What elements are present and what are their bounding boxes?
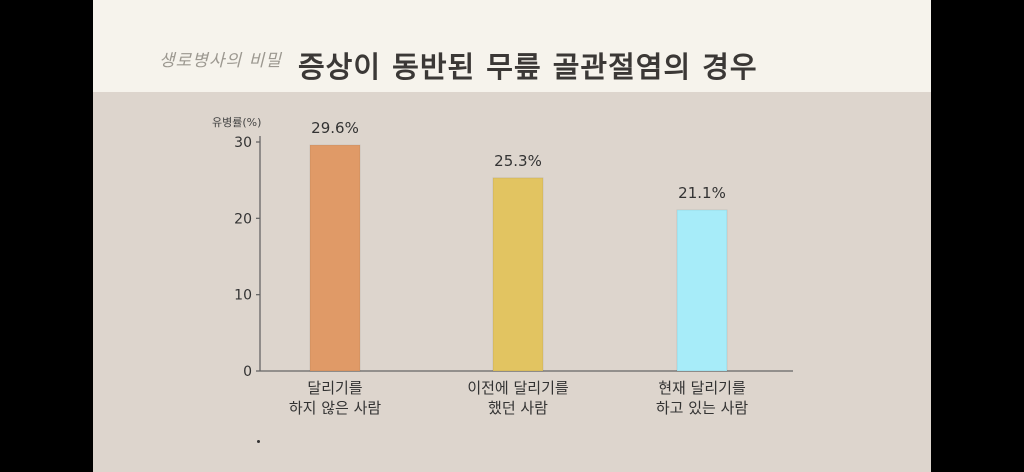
y-tick-label: 30 bbox=[234, 135, 252, 151]
bar-value-label: 25.3% bbox=[494, 152, 542, 170]
y-tick-label: 20 bbox=[234, 211, 252, 227]
x-category-label: 달리기를 bbox=[307, 379, 362, 397]
y-tick-label: 10 bbox=[234, 288, 252, 304]
x-category-label: 했던 사람 bbox=[488, 399, 548, 417]
x-category-label: 현재 달리기를 bbox=[658, 379, 746, 397]
stray-dot bbox=[257, 440, 260, 443]
slide: 생로병사의 비밀 증상이 동반된 무릎 골관절염의 경우 유병률(%) 0 10 2… bbox=[93, 0, 931, 472]
y-tick-label: 0 bbox=[243, 364, 252, 380]
bar bbox=[309, 144, 361, 372]
bar bbox=[676, 209, 728, 372]
x-category-label: 하지 않은 사람 bbox=[289, 399, 382, 417]
bar-value-label: 29.6% bbox=[311, 119, 359, 137]
x-category-label: 이전에 달리기를 bbox=[467, 379, 569, 397]
slide-header: 생로병사의 비밀 증상이 동반된 무릎 골관절염의 경우 bbox=[93, 0, 931, 92]
y-axis-label: 유병률(%) bbox=[212, 116, 261, 129]
x-category-label: 하고 있는 사람 bbox=[656, 399, 749, 417]
bar bbox=[492, 177, 544, 372]
slide-title: 증상이 동반된 무릎 골관절염의 경우 bbox=[298, 50, 758, 84]
program-logo: 생로병사의 비밀 bbox=[159, 51, 282, 71]
bar-value-label: 21.1% bbox=[678, 184, 726, 202]
